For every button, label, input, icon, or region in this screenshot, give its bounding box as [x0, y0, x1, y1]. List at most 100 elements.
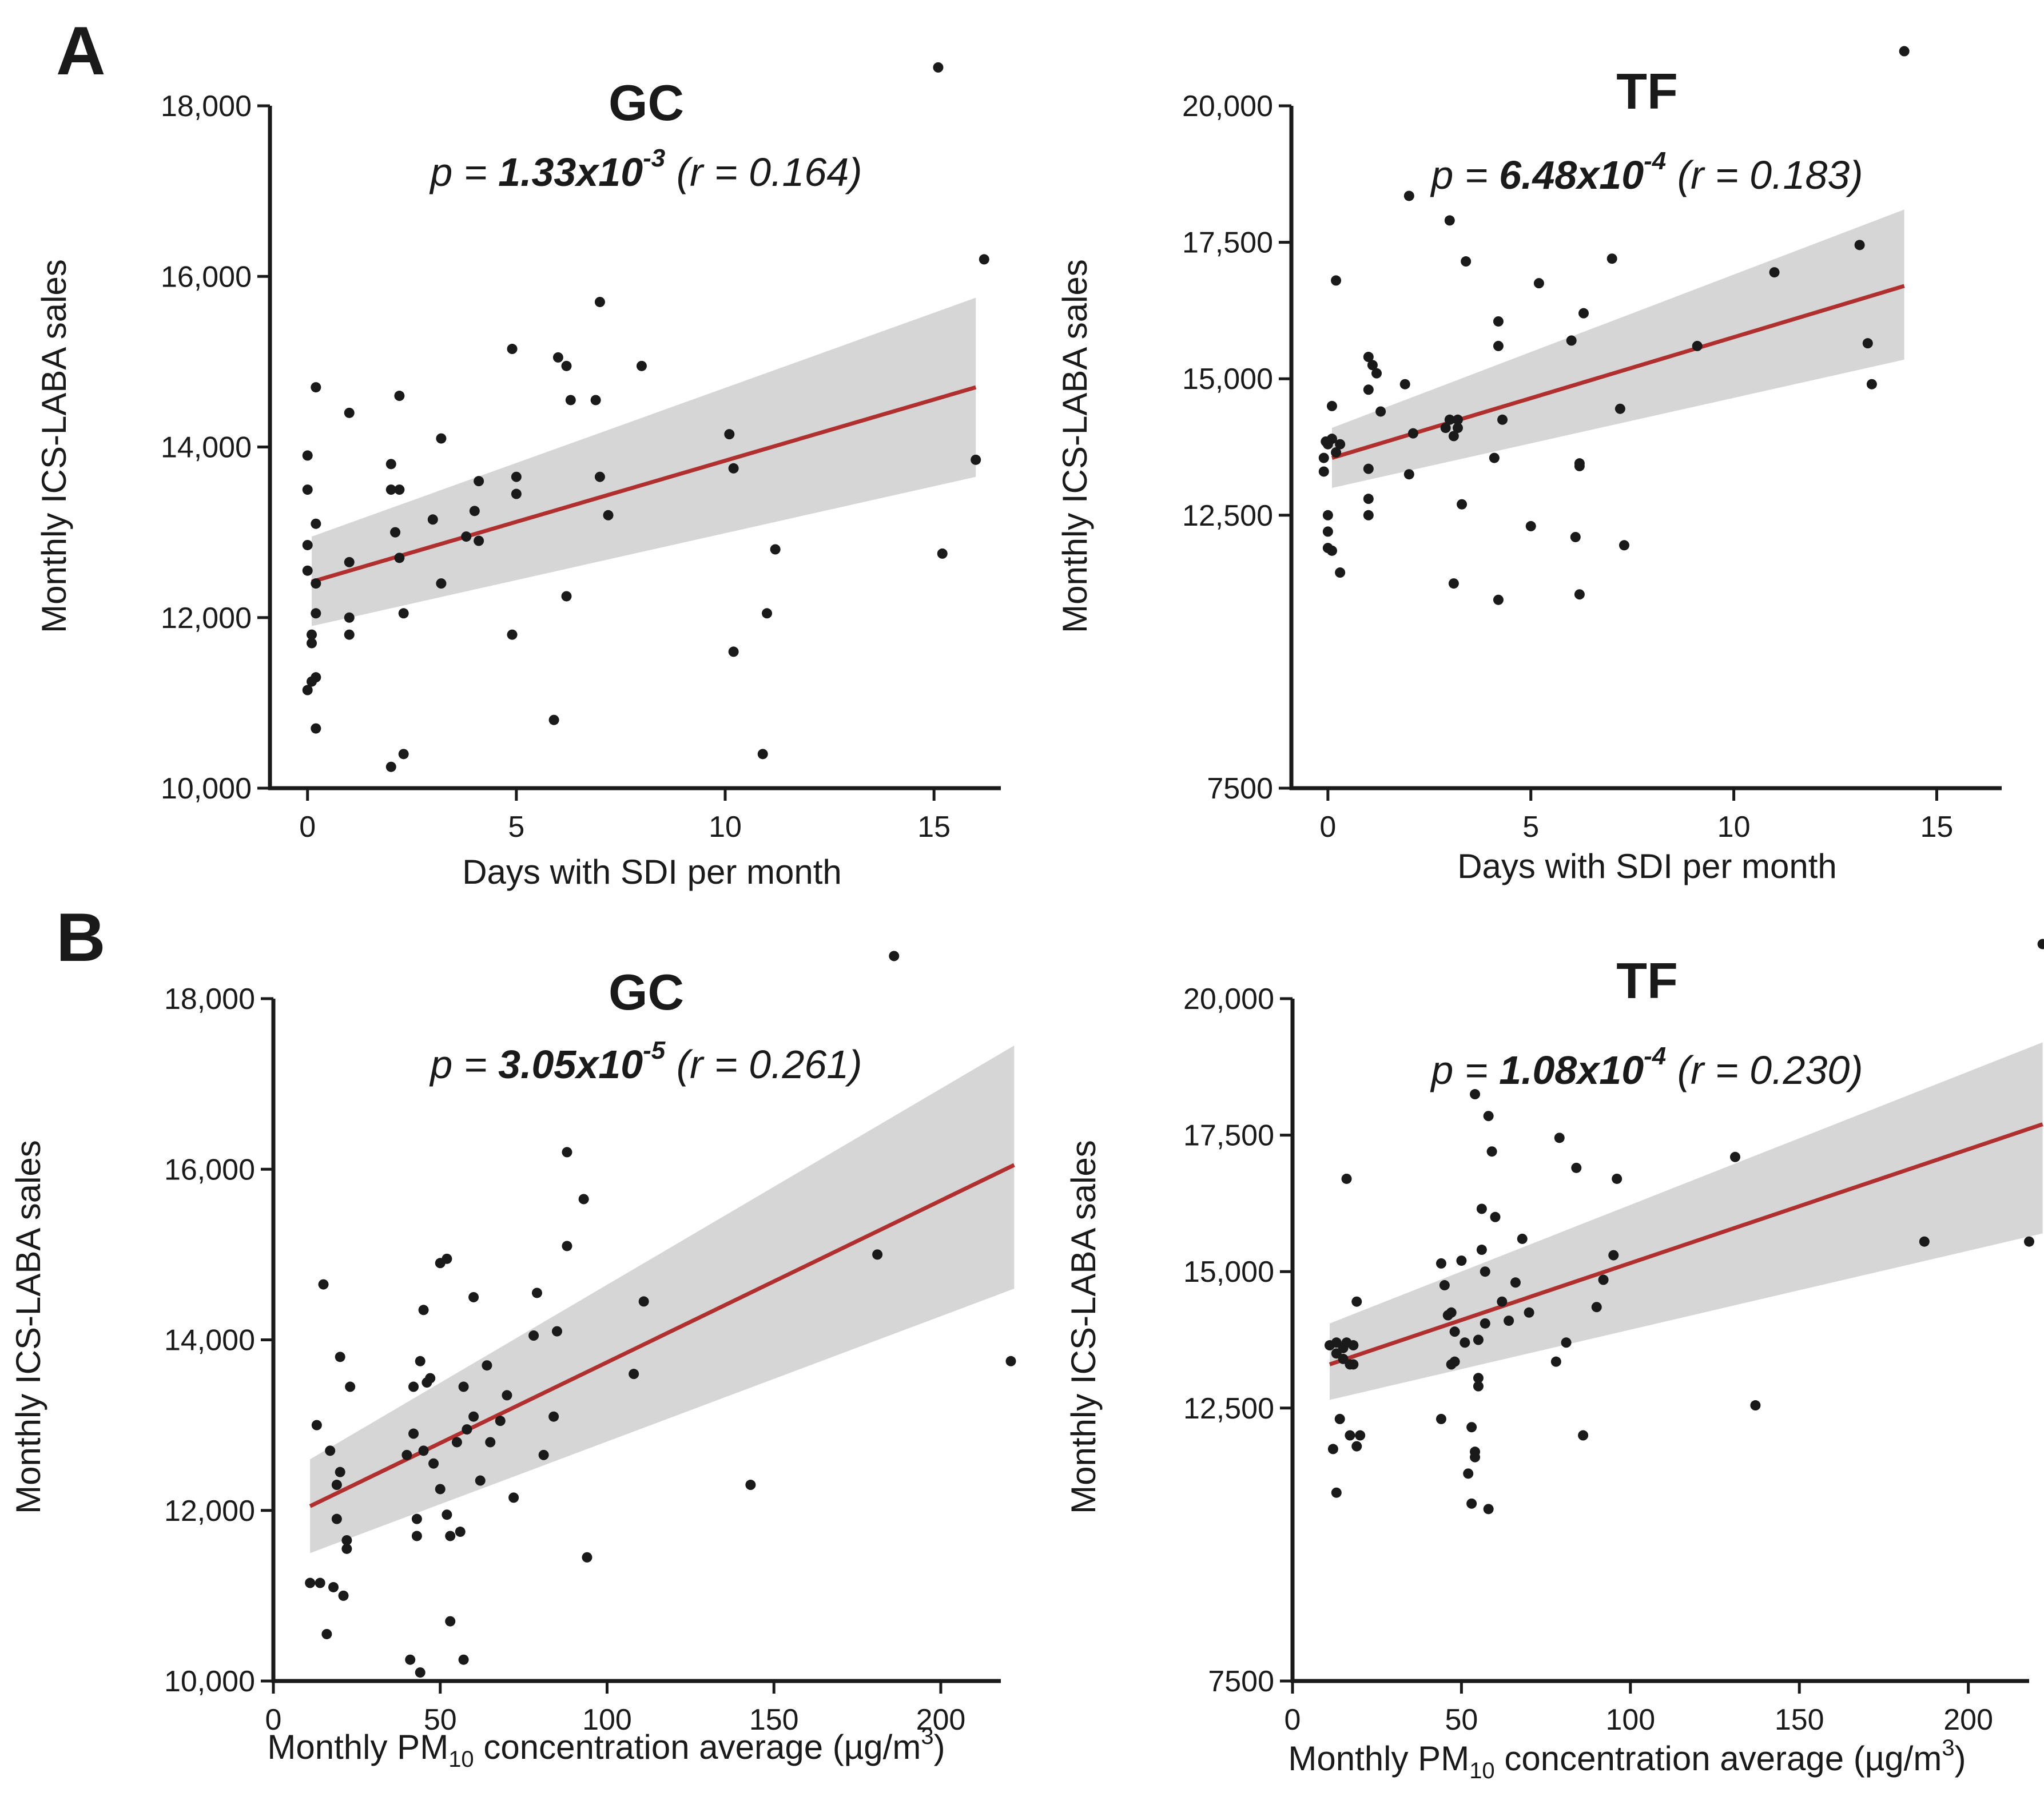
y-axis-label: Monthly ICS-LABA sales	[35, 259, 73, 633]
confidence-band-area	[1329, 1042, 2043, 1400]
data-point	[1322, 510, 1333, 520]
axes: 10,000 12,000 14,000 16,000 18,000 0 50 100 150 2…	[164, 983, 1001, 1736]
data-point	[1598, 1274, 1609, 1285]
regression-fit-line	[1331, 284, 1905, 460]
x-tick-label: 5	[1522, 810, 1539, 844]
data-point	[565, 395, 576, 406]
data-point	[502, 1390, 512, 1401]
data-point	[442, 1509, 452, 1520]
data-point	[745, 1480, 756, 1491]
chart-a-gc: GC p = 1.33x10-3 (r = 0.164) 10,000 12,00…	[35, 62, 1001, 891]
data-point	[636, 360, 647, 371]
y-tick-label: 16,000	[161, 260, 252, 293]
y-tick-label: 17,500	[1182, 226, 1273, 260]
data-point	[1327, 1444, 1338, 1455]
data-point	[1334, 1413, 1345, 1424]
data-point	[1729, 1151, 1740, 1162]
x-tick-label: 10	[709, 810, 742, 844]
data-point	[1476, 1203, 1487, 1214]
data-point	[1473, 1334, 1484, 1345]
data-point	[344, 557, 355, 567]
data-point	[1483, 1504, 1494, 1515]
data-point	[1473, 1373, 1484, 1384]
chart-stat: p = 1.08x10-4 (r = 0.230)	[1430, 1042, 1863, 1092]
data-point	[548, 714, 559, 725]
regression-line	[1329, 1122, 2043, 1366]
data-point	[495, 1416, 506, 1426]
data-point	[469, 506, 480, 516]
data-point	[328, 1581, 339, 1592]
y-tick-label: 15,000	[1183, 1255, 1274, 1289]
data-point	[1439, 1280, 1450, 1291]
data-point	[390, 527, 401, 538]
data-point	[311, 672, 321, 683]
data-point	[398, 608, 409, 619]
data-point	[1612, 1173, 1623, 1184]
data-point	[1497, 1296, 1508, 1307]
data-point	[1363, 510, 1374, 520]
data-point	[331, 1480, 342, 1491]
data-point	[1348, 1359, 1359, 1370]
x-tick-label: 200	[1943, 1703, 1993, 1736]
data-point	[979, 254, 989, 265]
data-point	[1331, 447, 1342, 458]
data-point	[1493, 594, 1504, 605]
data-point	[1452, 423, 1463, 434]
data-point	[1446, 1307, 1457, 1318]
confidence-band	[310, 1046, 1015, 1553]
data-point	[455, 1527, 466, 1537]
data-point	[1448, 431, 1459, 442]
data-point	[528, 1330, 539, 1341]
scatter-points	[305, 951, 1016, 1678]
data-point	[405, 1654, 416, 1665]
data-point	[1326, 545, 1337, 556]
data-point	[603, 510, 614, 520]
data-point	[331, 1513, 342, 1524]
data-point	[2024, 1236, 2034, 1247]
x-axis-label: Monthly PM10 concentration average (µg/m…	[1288, 1735, 1966, 1783]
data-point	[937, 548, 948, 559]
y-tick-label: 10,000	[164, 1665, 255, 1698]
data-point	[461, 531, 472, 542]
y-tick-label: 10,000	[161, 772, 252, 805]
data-point	[561, 360, 572, 371]
data-point	[552, 352, 563, 363]
data-point	[551, 1326, 562, 1337]
data-point	[394, 391, 405, 402]
data-point	[1550, 1356, 1561, 1367]
data-point	[341, 1535, 352, 1545]
y-tick-label: 18,000	[161, 90, 252, 123]
data-point	[1862, 338, 1873, 349]
data-point	[1005, 1356, 1016, 1366]
regression-line	[1331, 284, 1905, 460]
chart-title: TF	[1616, 952, 1678, 1009]
data-point	[507, 629, 518, 640]
data-point	[507, 344, 518, 355]
data-point	[1578, 308, 1589, 319]
axes: 10,000 12,000 14,000 16,000 18,000 0 5 10 15	[161, 90, 1001, 844]
data-point	[1444, 414, 1455, 425]
data-point	[1399, 379, 1410, 390]
x-tick-label: 15	[917, 810, 951, 844]
data-point	[325, 1445, 336, 1456]
x-tick-label: 50	[424, 1703, 457, 1736]
data-point	[1566, 335, 1577, 346]
data-point	[1571, 1162, 1582, 1173]
data-point	[435, 1484, 446, 1495]
data-point	[582, 1552, 592, 1563]
x-tick-label: 0	[265, 1703, 282, 1736]
data-point	[415, 1667, 425, 1678]
data-point	[1407, 428, 1418, 439]
data-point	[578, 1194, 589, 1205]
data-point	[1452, 414, 1463, 425]
data-point	[344, 612, 355, 623]
data-point	[1692, 340, 1703, 351]
data-point	[638, 1296, 649, 1307]
data-point	[474, 535, 484, 546]
data-point	[1449, 1326, 1460, 1337]
data-point	[418, 1445, 429, 1456]
y-tick-label: 14,000	[164, 1324, 255, 1357]
chart-b-tf: TF p = 1.08x10-4 (r = 0.230) 7500 12,500 1…	[1064, 939, 2044, 1783]
data-point	[594, 296, 605, 307]
scatter-points	[1324, 939, 2044, 1515]
